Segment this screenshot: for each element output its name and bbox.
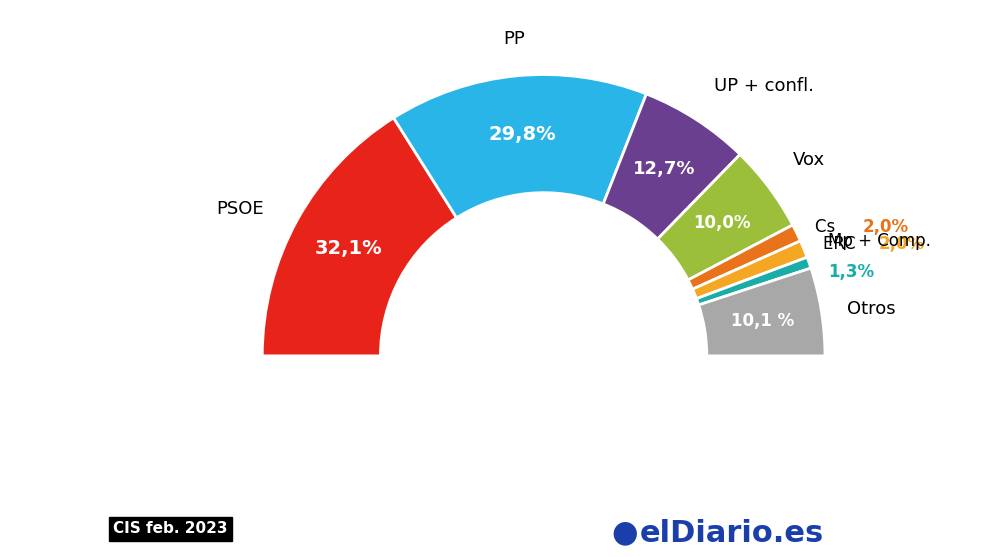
Text: Cs: Cs bbox=[815, 218, 840, 236]
Text: Otros: Otros bbox=[847, 300, 895, 318]
Text: 29,8%: 29,8% bbox=[489, 125, 557, 144]
Text: ERC: ERC bbox=[823, 234, 860, 253]
Wedge shape bbox=[688, 225, 800, 289]
Text: 2,0%: 2,0% bbox=[879, 234, 925, 253]
Text: CIS feb. 2023: CIS feb. 2023 bbox=[113, 521, 228, 536]
Text: UP + confl.: UP + confl. bbox=[714, 77, 814, 95]
Wedge shape bbox=[394, 75, 646, 218]
Text: 32,1%: 32,1% bbox=[315, 239, 383, 258]
Text: Mp + Comp.: Mp + Comp. bbox=[828, 232, 931, 250]
Wedge shape bbox=[603, 94, 740, 239]
Text: Vox: Vox bbox=[793, 150, 825, 169]
Wedge shape bbox=[696, 257, 811, 305]
Wedge shape bbox=[699, 268, 825, 356]
Wedge shape bbox=[693, 241, 807, 299]
Wedge shape bbox=[658, 154, 793, 280]
Text: 12,7%: 12,7% bbox=[633, 160, 695, 178]
Wedge shape bbox=[262, 118, 457, 356]
Text: elDiario.es: elDiario.es bbox=[639, 519, 824, 548]
Text: 2,0%: 2,0% bbox=[863, 218, 909, 236]
Text: ●: ● bbox=[611, 519, 638, 548]
Text: 1,3%: 1,3% bbox=[828, 263, 874, 281]
Text: PP: PP bbox=[504, 30, 525, 48]
Text: 10,1 %: 10,1 % bbox=[731, 312, 795, 330]
Text: 10,0%: 10,0% bbox=[693, 214, 751, 232]
Text: PSOE: PSOE bbox=[216, 200, 263, 218]
